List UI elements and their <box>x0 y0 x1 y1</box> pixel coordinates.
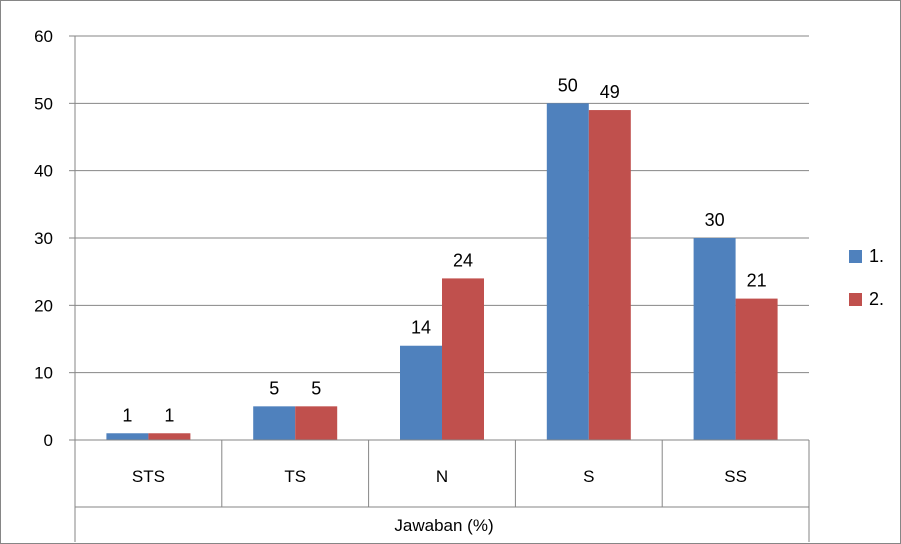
bars <box>106 103 778 441</box>
bar <box>588 110 631 441</box>
data-label: 14 <box>411 318 431 338</box>
legend: 1. 2. <box>849 246 884 309</box>
data-label: 24 <box>453 250 473 270</box>
x-axis-title: Jawaban (%) <box>394 516 493 535</box>
y-tick-label: 40 <box>34 162 53 181</box>
bar <box>546 103 589 440</box>
legend-swatch <box>849 293 862 306</box>
x-category-label: STS <box>132 467 165 486</box>
y-tick-label: 20 <box>34 296 53 315</box>
bar <box>253 406 296 440</box>
data-labels: 1 1 5 5 14 24 50 49 30 21 <box>122 75 766 425</box>
x-category-label: SS <box>724 467 747 486</box>
bar <box>693 238 736 440</box>
bar <box>148 433 191 440</box>
x-category-label: TS <box>284 467 306 486</box>
bar <box>295 406 338 440</box>
bar <box>106 433 149 440</box>
y-tick-label: 60 <box>34 27 53 46</box>
y-tick-label: 30 <box>34 229 53 248</box>
data-label: 30 <box>705 210 725 230</box>
legend-label: 2. <box>869 289 884 309</box>
x-category-label: N <box>436 467 448 486</box>
y-tick-label: 0 <box>44 431 53 450</box>
bar <box>735 298 778 440</box>
data-label: 21 <box>747 271 767 291</box>
data-label: 1 <box>122 405 132 425</box>
x-category-label: S <box>583 467 594 486</box>
y-tick-label: 50 <box>34 94 53 113</box>
data-label: 5 <box>311 378 321 398</box>
gridlines <box>75 35 809 374</box>
data-label: 49 <box>600 82 620 102</box>
y-tick-label: 10 <box>34 364 53 383</box>
data-label: 50 <box>558 75 578 95</box>
bar <box>442 278 484 440</box>
legend-label: 1. <box>869 246 884 266</box>
data-label: 5 <box>269 378 279 398</box>
bar <box>400 345 442 440</box>
data-label: 1 <box>164 405 174 425</box>
legend-swatch <box>849 250 862 263</box>
